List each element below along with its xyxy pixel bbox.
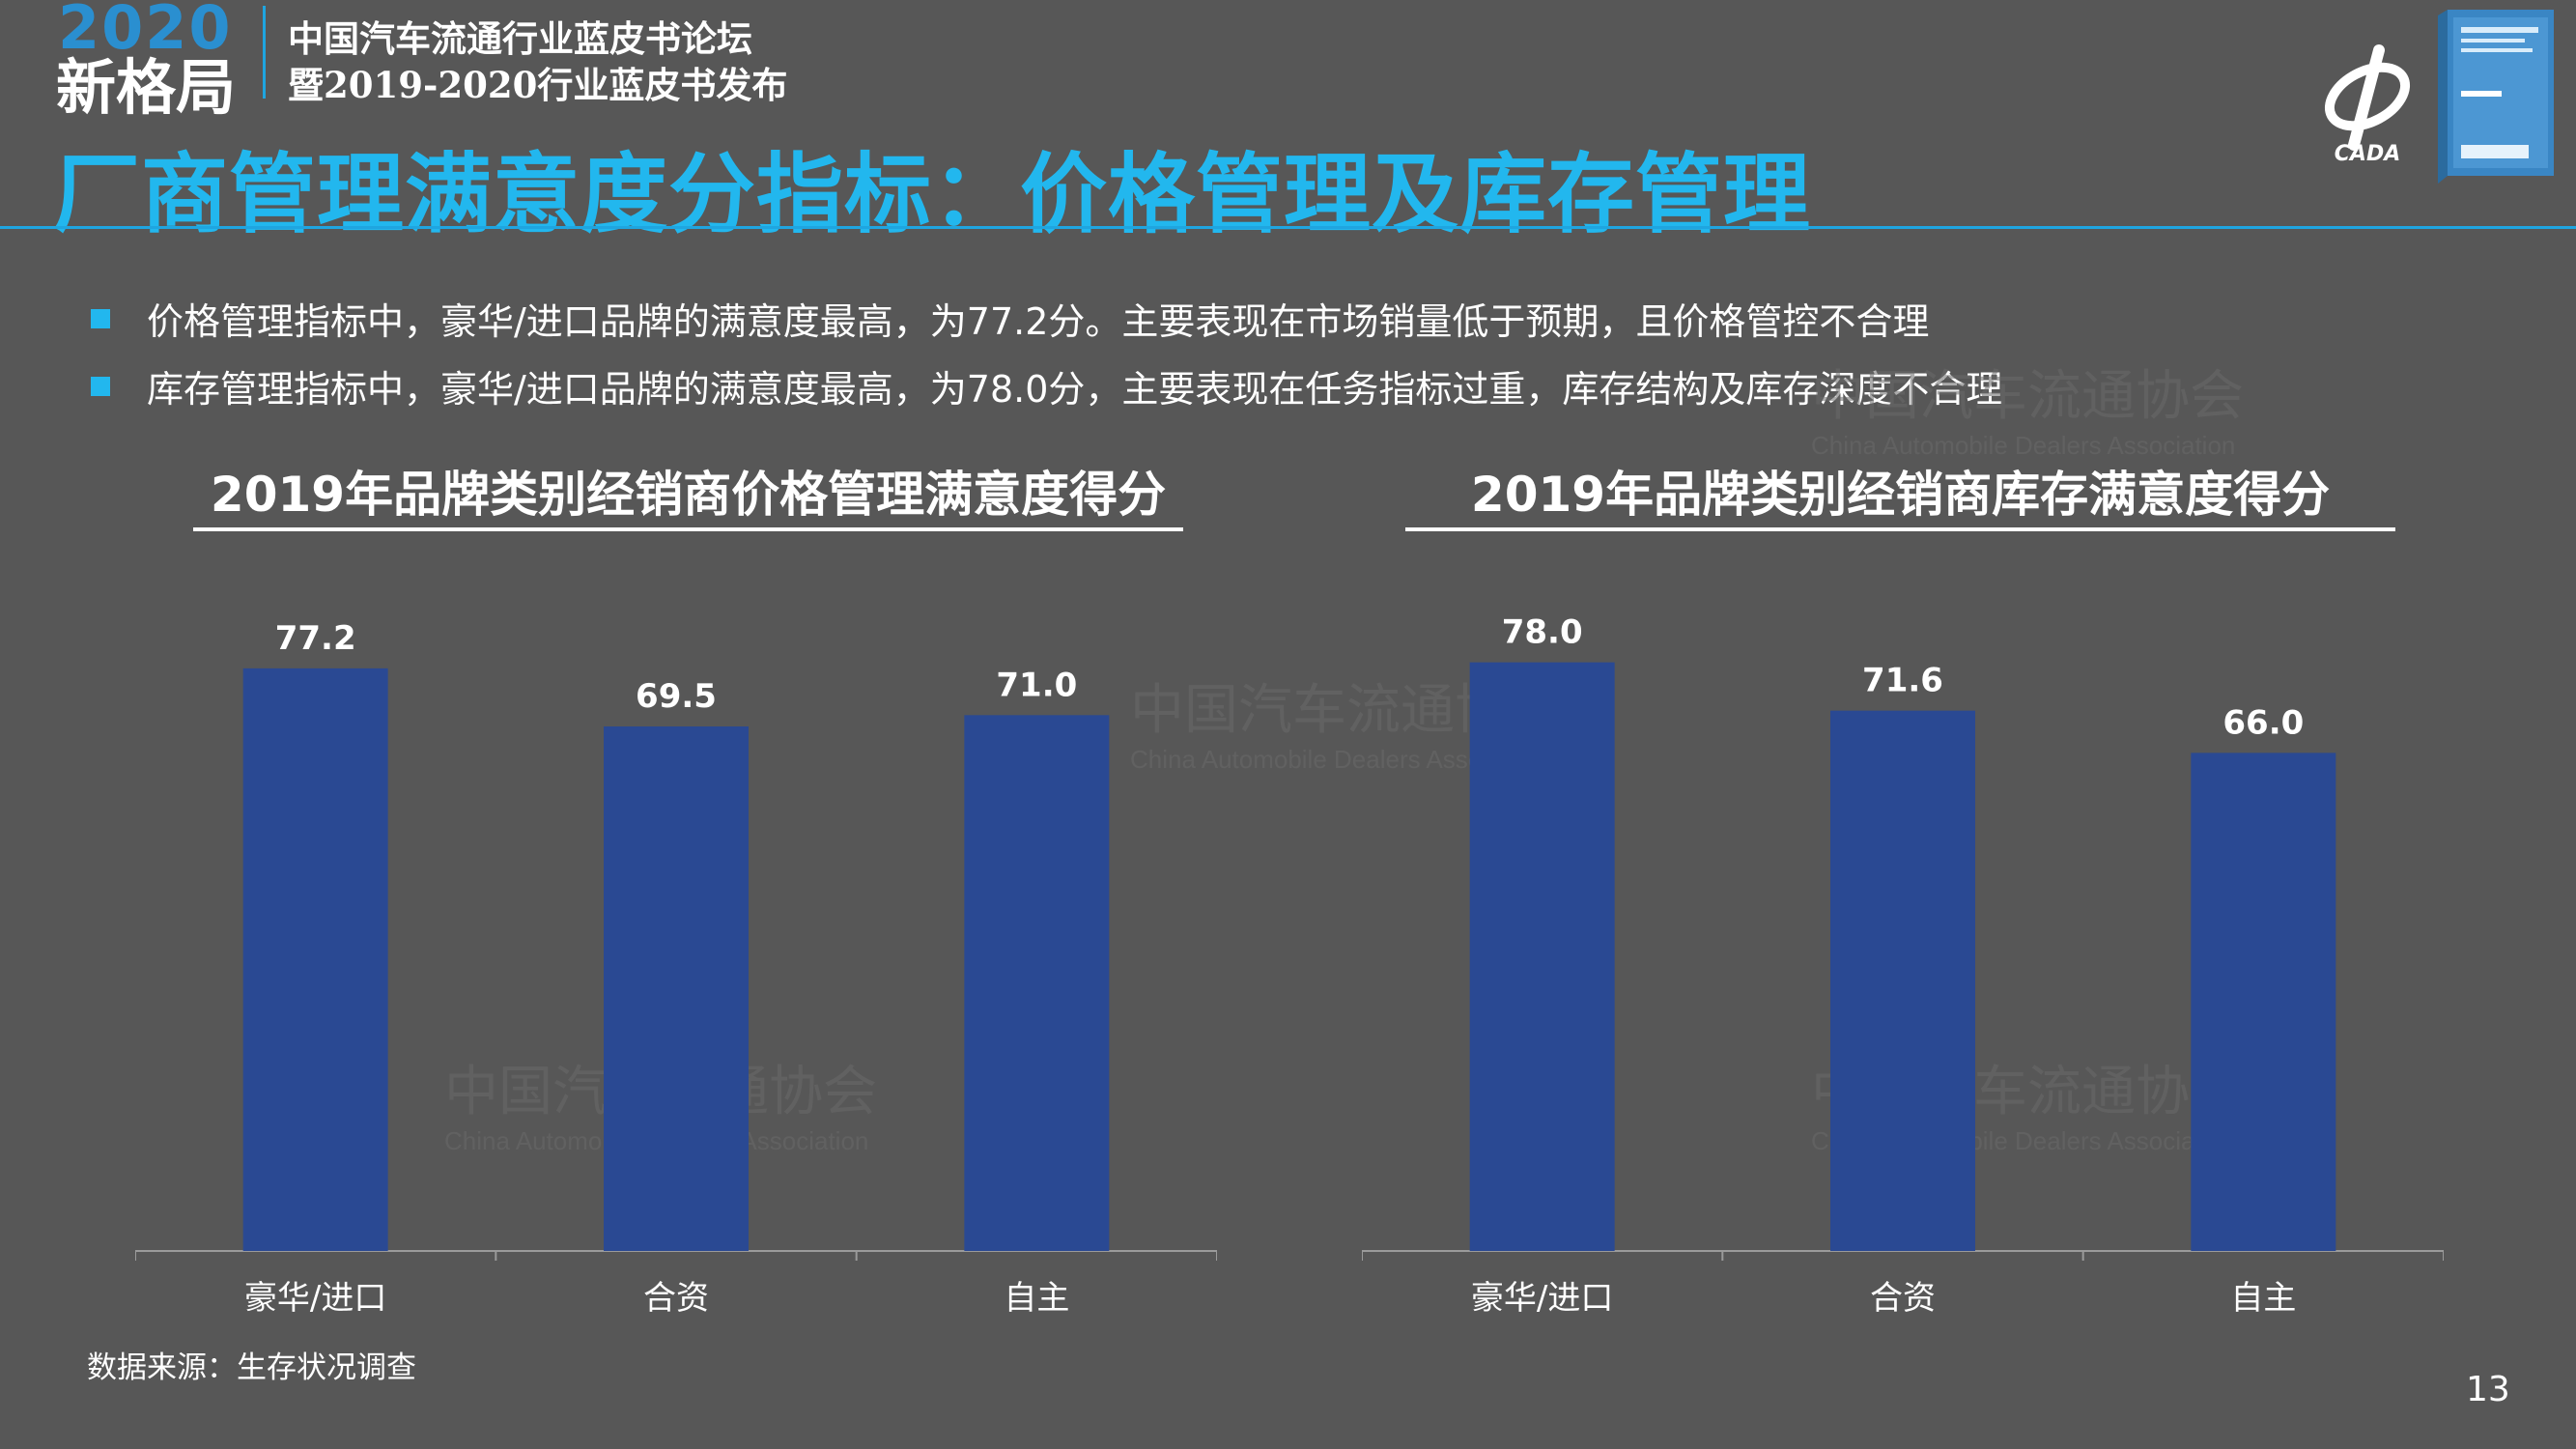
- cada-logo: CADA: [2324, 44, 2411, 166]
- category-label: 豪华/进口: [1471, 1279, 1613, 1318]
- bar: [2191, 753, 2336, 1251]
- page-number: 13: [2466, 1370, 2510, 1409]
- header-divider: [0, 226, 2576, 229]
- category-label: 合资: [643, 1279, 709, 1318]
- data-label: 71.0: [996, 666, 1077, 704]
- brand-year: 2020: [58, 0, 233, 63]
- forum-title-line1: 中国汽车流通行业蓝皮书论坛: [288, 17, 752, 60]
- logo-text: CADA: [2335, 142, 2400, 166]
- bullet-text: 价格管理指标中，豪华/进口品牌的满意度最高，为77.2分。主要表现在市场销量低于…: [147, 300, 1930, 343]
- price-satisfaction-chart: 77.2 豪华/进口 69.5 合资 71.0 自主: [135, 619, 1217, 1318]
- bullet-text: 库存管理指标中，豪华/进口品牌的满意度最高，为78.0分，主要表现在任务指标过重…: [147, 368, 2003, 411]
- chart-title-underline: [193, 527, 1183, 531]
- bullet-square-icon: [91, 308, 110, 328]
- watermark-cn-text: 中国汽车流通协会: [1811, 365, 2244, 428]
- chart-title-underline: [1405, 527, 2395, 531]
- bullet-item-inventory: 库存管理指标中，豪华/进口品牌的满意度最高，为78.0分，主要表现在任务指标过重…: [91, 359, 2002, 412]
- category-label: 合资: [1870, 1279, 1936, 1318]
- bullet-square-icon: [91, 376, 110, 396]
- category-label: 自主: [2230, 1279, 2296, 1318]
- bar: [242, 668, 388, 1251]
- data-label: 77.2: [275, 619, 356, 658]
- data-label: 71.6: [1862, 662, 1943, 700]
- chart-title-inventory: 2019年品牌类别经销商库存满意度得分: [1470, 467, 2331, 523]
- watermark: 中国汽车流通协会 China Automobile Dealers Associ…: [1811, 353, 2244, 461]
- watermark-en-text: China Automobile Dealers Association: [1811, 431, 2236, 460]
- chart-title-price: 2019年品牌类别经销商价格管理满意度得分: [210, 467, 1167, 523]
- bar: [1830, 710, 1975, 1251]
- category-label: 自主: [1004, 1279, 1069, 1318]
- inventory-satisfaction-chart: 78.0 豪华/进口 71.6 合资 66.0 自主: [1362, 613, 2444, 1318]
- category-label: 豪华/进口: [244, 1279, 386, 1318]
- brand-name: 新格局: [56, 52, 237, 123]
- page-title: 厂商管理满意度分指标：价格管理及库存管理: [53, 144, 1811, 245]
- data-label: 78.0: [1502, 613, 1583, 652]
- brand-divider: [263, 6, 266, 99]
- book-cover-image: [2438, 10, 2554, 184]
- data-source-note: 数据来源：生存状况调查: [87, 1350, 416, 1385]
- bar: [604, 726, 749, 1251]
- data-label: 66.0: [2222, 703, 2304, 742]
- bar: [964, 715, 1110, 1251]
- data-label: 69.5: [636, 677, 717, 716]
- forum-title-line2: 暨2019-2020行业蓝皮书发布: [288, 64, 788, 106]
- bar: [1469, 662, 1615, 1251]
- bullet-item-price: 价格管理指标中，豪华/进口品牌的满意度最高，为77.2分。主要表现在市场销量低于…: [91, 292, 1929, 345]
